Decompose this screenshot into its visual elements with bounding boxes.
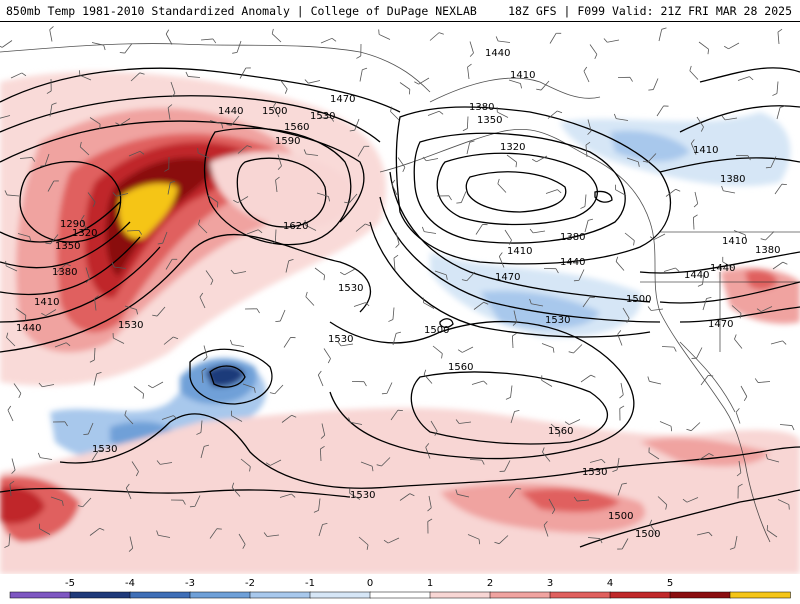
colorbar-swatch [370, 592, 431, 598]
contour-label: 1380 [560, 232, 585, 243]
contour-label: 1530 [545, 315, 570, 326]
contour-label: 1440 [16, 323, 41, 334]
contour-label: 1590 [275, 136, 300, 147]
colorbar-label: 4 [607, 578, 613, 589]
contour-label: 1530 [338, 283, 363, 294]
colorbar-swatch [310, 592, 371, 598]
contour-label: 1500 [262, 106, 287, 117]
contour-label: 1440 [710, 263, 735, 274]
colorbar-label: 2 [487, 578, 493, 589]
contour-label: 1560 [284, 122, 309, 133]
contour-label: 1410 [507, 246, 532, 257]
contour-label: 1440 [684, 270, 709, 281]
colorbar-swatch [250, 592, 311, 598]
contour-label: 1560 [448, 362, 473, 373]
colorbar-swatch [430, 592, 491, 598]
contour-label: 1530 [582, 467, 607, 478]
colorbar-swatch [730, 592, 791, 598]
contour-label: 1500 [424, 325, 449, 336]
contour-label: 1380 [52, 267, 77, 278]
contour-label: 1440 [485, 48, 510, 59]
contour-label: 1320 [500, 142, 525, 153]
contour-label: 1410 [722, 236, 747, 247]
colorbar-swatch [190, 592, 251, 598]
contour-label: 1440 [218, 106, 243, 117]
contour-label: 1500 [635, 529, 660, 540]
contour-label: 1560 [548, 426, 573, 437]
colorbar-label: 1 [427, 578, 433, 589]
contour-label: 1620 [283, 221, 308, 232]
contour-label: 1530 [92, 444, 117, 455]
contour-label: 1350 [477, 115, 502, 126]
header-bar: 850mb Temp 1981-2010 Standardized Anomal… [0, 0, 800, 22]
contour-label: 1440 [560, 257, 585, 268]
contour-label: 1530 [118, 320, 143, 331]
colorbar-label: -3 [185, 578, 195, 589]
colorbar-label: -4 [125, 578, 135, 589]
colorbar-label: -2 [245, 578, 255, 589]
contour-label: 1530 [328, 334, 353, 345]
anomaly-map: 1440 1500 1470 1530 1560 1590 1620 1290 … [0, 22, 800, 574]
colorbar-swatch [130, 592, 191, 598]
colorbar-label: 0 [367, 578, 373, 589]
contour-label: 1470 [708, 319, 733, 330]
contour-label: 1410 [693, 145, 718, 156]
contour-label: 1530 [350, 490, 375, 501]
colorbar-label: -1 [305, 578, 315, 589]
contour-label: 1380 [755, 245, 780, 256]
colorbar-swatch [610, 592, 671, 598]
contour-label: 1350 [55, 241, 80, 252]
contour-label: 1500 [608, 511, 633, 522]
colorbar-swatch [670, 592, 731, 598]
contour-label: 1380 [720, 174, 745, 185]
contour-label: 1410 [510, 70, 535, 81]
colorbar-swatch [550, 592, 611, 598]
anomaly-colorbar: -5 -4 -3 -2 -1 0 1 2 3 4 5 [0, 574, 800, 600]
colorbar-swatch [70, 592, 131, 598]
contour-label: 1530 [310, 111, 335, 122]
colorbar-label: -5 [65, 578, 75, 589]
contour-label: 1470 [330, 94, 355, 105]
colorbar-label: 5 [667, 578, 673, 589]
contour-label: 1320 [72, 228, 97, 239]
colorbar-swatch [490, 592, 551, 598]
contour-label: 1470 [495, 272, 520, 283]
contour-label: 1500 [626, 294, 651, 305]
colorbar-swatch [10, 592, 71, 598]
map-title: 850mb Temp 1981-2010 Standardized Anomal… [6, 4, 477, 18]
colorbar-label: 3 [547, 578, 553, 589]
contour-label: 1410 [34, 297, 59, 308]
contour-label: 1380 [469, 102, 494, 113]
model-run-info: 18Z GFS | F099 Valid: 21Z FRI MAR 28 202… [508, 4, 792, 18]
